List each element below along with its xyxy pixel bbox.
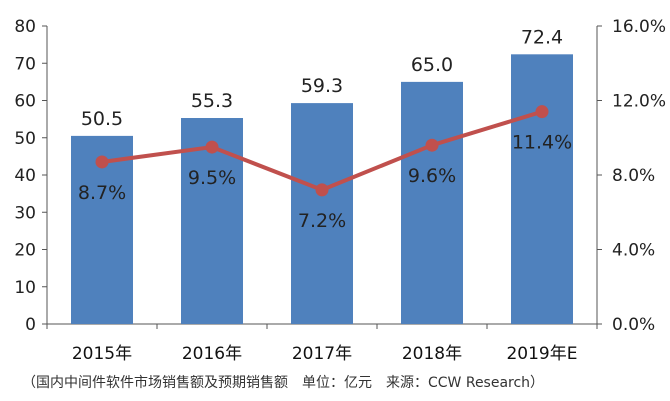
growth-rate-label: 7.2%: [298, 210, 346, 232]
left-axis-tick-label: 50: [14, 129, 36, 149]
growth-rate-label: 11.4%: [512, 132, 572, 154]
right-axis-tick-label: 4.0%: [612, 241, 655, 261]
left-axis-tick-label: 40: [14, 166, 36, 186]
x-axis-category-label: 2019年E: [506, 344, 577, 364]
bar-value-label: 55.3: [191, 90, 233, 112]
growth-rate-label: 9.5%: [188, 167, 236, 189]
growth-rate-label: 8.7%: [78, 182, 126, 204]
bar-value-label: 72.4: [521, 26, 563, 48]
left-axis-tick-label: 0: [25, 315, 36, 335]
x-axis-category-label: 2016年: [182, 344, 242, 364]
growth-rate-point: [425, 138, 439, 152]
x-axis-category-label: 2015年: [72, 344, 132, 364]
right-axis-tick-label: 0.0%: [612, 315, 655, 335]
right-axis-tick-label: 16.0%: [612, 17, 666, 37]
left-axis-tick-label: 10: [14, 278, 36, 298]
bar-2018年: [401, 81, 463, 324]
bar-2017年: [291, 103, 353, 324]
right-axis-tick-label: 12.0%: [612, 92, 666, 112]
bar-value-label: 59.3: [301, 75, 343, 97]
growth-rate-point: [95, 155, 109, 169]
bar-value-label: 50.5: [81, 108, 123, 130]
growth-rate-point: [315, 183, 329, 197]
right-axis-tick-label: 8.0%: [612, 166, 655, 186]
left-axis-tick-label: 80: [14, 17, 36, 37]
growth-rate-point: [205, 140, 219, 154]
bar-2019年E: [511, 54, 573, 325]
left-axis-tick-label: 20: [14, 241, 36, 261]
x-axis-category-label: 2018年: [402, 344, 462, 364]
growth-rate-label: 9.6%: [408, 165, 456, 187]
growth-rate-point: [535, 105, 549, 119]
chart-footnote: （国内中间件软件市场销售额及预期销售额 单位：亿元 来源：CCW Researc…: [22, 375, 545, 391]
left-axis-tick-label: 60: [14, 92, 36, 112]
x-axis-category-label: 2017年: [292, 344, 352, 364]
bar-value-label: 65.0: [411, 54, 453, 76]
left-axis-tick-label: 70: [14, 54, 36, 74]
left-axis-tick-label: 30: [14, 203, 36, 223]
